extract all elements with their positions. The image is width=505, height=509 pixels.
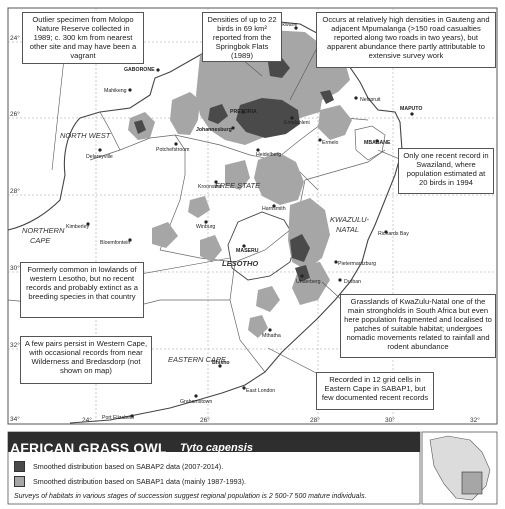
region-lesotho: LESOTHO — [222, 259, 258, 268]
callout-gauteng: Occurs at relatively high densities in G… — [316, 12, 496, 68]
town-label: Harrismith — [262, 206, 286, 212]
town-label: Bhisho — [212, 360, 230, 366]
town-label: Durban — [344, 279, 361, 285]
town-label: MBABANE — [364, 140, 391, 146]
town-label: Polokwane — [272, 22, 297, 28]
town-label: Potchefstroom — [156, 147, 189, 153]
callout-lesotho: Formerly common in lowlands of western L… — [20, 262, 144, 318]
lesotho-border — [227, 211, 297, 281]
legend-swatch-sabap1 — [14, 476, 25, 487]
town-label: East London — [246, 388, 275, 394]
callout-eastern-cape: Recorded in 12 grid cells in Eastern Cap… — [316, 372, 434, 410]
town-label: Richards Bay — [378, 231, 409, 237]
town-label: Grahamstown — [180, 399, 212, 405]
region-natal: NATAL — [336, 225, 359, 234]
lon-label: 26° — [200, 416, 210, 424]
region-kwazulu: KWAZULU- — [330, 215, 370, 224]
town-label: Johannesburg — [196, 127, 232, 133]
towns: Polokwane GABORONE Mahikeng PRETORIA Joh… — [66, 22, 422, 421]
town-label: Nelspruit — [360, 97, 381, 103]
legend-item-sabap2: Smoothed distribution based on SABAP2 da… — [14, 461, 223, 472]
town-label: MAPUTO — [400, 106, 422, 112]
town-label: Delareyville — [86, 154, 113, 160]
lon-label: 32° — [470, 416, 480, 424]
legend-note: Surveys of habitats in various stages of… — [14, 493, 367, 500]
lon-label: 30° — [385, 416, 395, 424]
lat-label: 32° — [10, 341, 20, 349]
lat-label: 26° — [10, 110, 20, 118]
callout-springbok: Densities of up to 22 birds in 69 km² re… — [202, 12, 282, 62]
coordinate-labels: 24° 26° 28° 30° 32° 34° 24° 26° 28° 30° … — [10, 34, 480, 424]
legend-label: Smoothed distribution based on SABAP1 da… — [33, 477, 246, 486]
region-north-west: NORTH WEST — [60, 131, 112, 140]
legend-title-bar — [8, 432, 420, 452]
lat-label: 30° — [10, 264, 20, 272]
lon-label: 28° — [310, 416, 320, 424]
swaziland-border — [354, 125, 386, 161]
town-label: Kroonstad — [198, 184, 222, 190]
lat-label: 28° — [10, 187, 20, 195]
town-label: Pietermaritzburg — [338, 261, 376, 267]
town-label: GABORONE — [124, 67, 155, 73]
town-label: Heidelberg — [256, 152, 281, 158]
lon-label: 24° — [82, 416, 92, 424]
legend-title: AFRICAN GRASS OWL — [10, 440, 167, 456]
town-label: MASERU — [236, 248, 259, 254]
town-label: Underberg — [296, 279, 321, 285]
town-label: Bloemfontein — [100, 240, 130, 246]
town-label: Ermelo — [322, 140, 339, 146]
town-label: Emalahleni — [284, 120, 310, 126]
lat-label: 34° — [10, 415, 20, 423]
inset-highlight — [461, 471, 483, 495]
lat-label: 24° — [10, 34, 20, 42]
region-eastern-cape: EASTERN CAPE — [168, 355, 227, 364]
legend-label: Smoothed distribution based on SABAP2 da… — [33, 462, 224, 471]
legend-scientific-name: Tyto capensis — [180, 442, 253, 454]
town-label: PRETORIA — [230, 109, 257, 115]
region-northern: NORTHERN — [22, 226, 65, 235]
region-free-state: FREE STATE — [215, 181, 261, 190]
town-label: Mthatha — [262, 333, 281, 339]
callout-molopo: Outlier specimen from Molopo Nature Rese… — [22, 12, 144, 64]
callout-swaziland: Only one recent record in Swaziland, whe… — [398, 148, 494, 194]
region-cape: CAPE — [30, 236, 51, 245]
legend-swatch-sabap2 — [14, 461, 25, 472]
callout-western-cape: A few pairs persist in Western Cape, wit… — [20, 336, 152, 384]
region-labels: NORTH WEST FREE STATE KWAZULU- NATAL NOR… — [22, 131, 370, 364]
town-label: Kimberley — [66, 224, 89, 230]
callout-kwazulu: Grasslands of KwaZulu-Natal one of the m… — [340, 294, 496, 358]
town-label: Port Elizabeth — [102, 415, 134, 421]
legend-item-sabap1: Smoothed distribution based on SABAP1 da… — [14, 476, 246, 487]
sabap2-distribution — [134, 58, 334, 282]
town-label: Winburg — [196, 224, 215, 230]
town-label: Mahikeng — [104, 88, 127, 94]
